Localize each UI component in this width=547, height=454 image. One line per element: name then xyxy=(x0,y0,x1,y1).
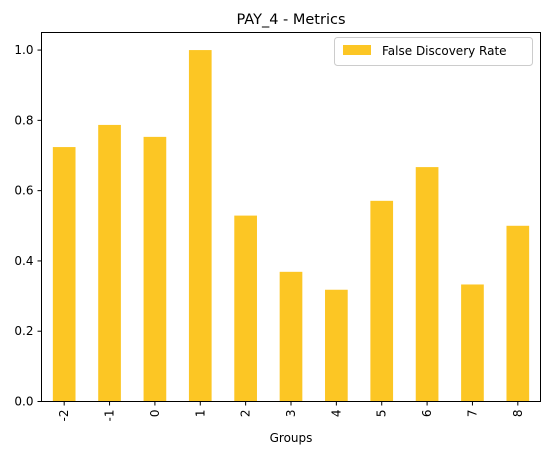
bar-1 xyxy=(188,50,212,402)
x-tick-label: 7 xyxy=(465,410,479,418)
x-tick-label: -2 xyxy=(57,410,71,422)
y-tick-label: 0.8 xyxy=(14,113,33,127)
x-tick-label: 0 xyxy=(148,410,162,418)
bar-6 xyxy=(415,167,439,402)
y-tick-label: 0.6 xyxy=(14,184,33,198)
legend: False Discovery Rate xyxy=(334,37,533,66)
bar-3 xyxy=(279,271,303,402)
bar--2 xyxy=(52,147,76,402)
x-tick-label: -1 xyxy=(103,410,117,422)
legend-box xyxy=(334,37,533,66)
legend-label: False Discovery Rate xyxy=(382,44,507,58)
y-tick-label: 0.4 xyxy=(14,254,33,268)
bar--1 xyxy=(98,124,121,402)
x-tick-label: 4 xyxy=(329,410,343,418)
y-tick-label: 0.0 xyxy=(14,395,33,409)
bar-4 xyxy=(325,289,348,402)
x-tick-label: 5 xyxy=(375,410,389,418)
x-tick-label: 8 xyxy=(511,410,525,418)
x-axis-label: Groups xyxy=(270,431,313,445)
bar-2 xyxy=(234,215,257,402)
bar-7 xyxy=(461,284,484,402)
bar-8 xyxy=(506,225,530,402)
x-tick-label: 2 xyxy=(239,410,253,418)
plot-frame xyxy=(41,32,541,402)
bar-0 xyxy=(143,136,167,402)
x-tick-label: 3 xyxy=(284,410,298,418)
chart-title: PAY_4 - Metrics xyxy=(236,12,345,28)
x-tick-label: 6 xyxy=(420,410,434,418)
x-tick-label: 1 xyxy=(193,410,207,418)
y-tick-label: 0.2 xyxy=(14,324,33,338)
legend-swatch xyxy=(343,45,371,55)
y-tick-label: 1.0 xyxy=(14,43,33,57)
bar-5 xyxy=(370,200,394,402)
